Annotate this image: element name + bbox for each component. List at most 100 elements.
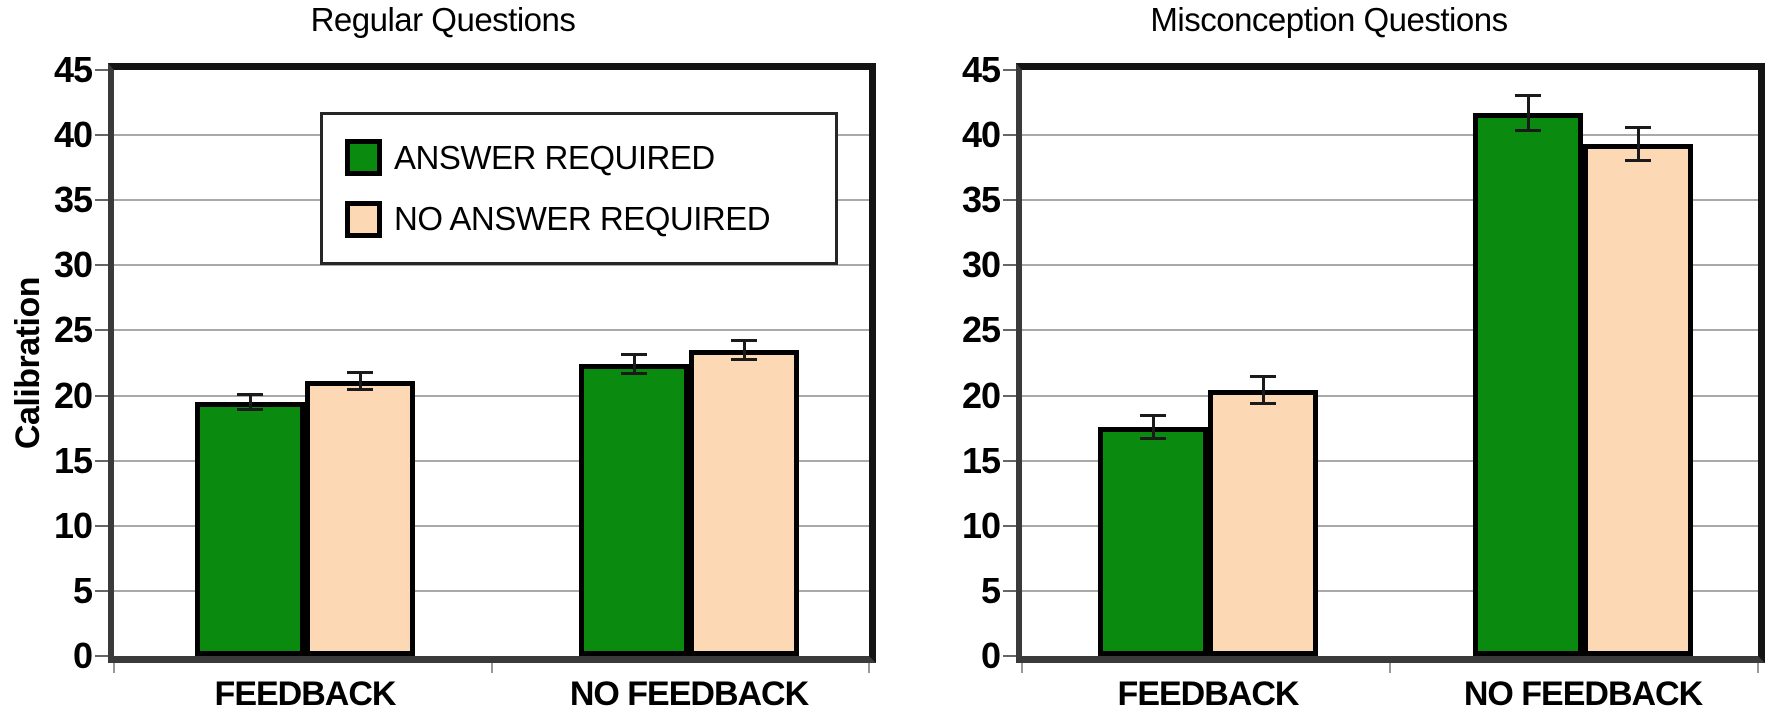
x-tick-mark — [491, 663, 493, 673]
y-tick-label: 25 — [961, 309, 1001, 350]
y-tick-label: 0 — [980, 635, 1001, 676]
gridline — [1022, 525, 1758, 527]
y-tick-mark — [95, 329, 108, 331]
gridline — [114, 395, 869, 397]
error-bar-line — [743, 340, 746, 361]
y-tick-mark — [1003, 134, 1016, 136]
x-category-label-feedback: FEEDBACK — [214, 675, 397, 713]
y-tick-mark — [1003, 69, 1016, 71]
y-tick-label: 5 — [72, 570, 93, 611]
bar-answer-required-feedback — [195, 402, 305, 656]
error-bar-cap-bottom — [1250, 402, 1276, 405]
y-tick-label: 0 — [72, 635, 93, 676]
error-bar-line — [633, 354, 636, 375]
error-bar-line — [359, 372, 362, 390]
gridline — [1022, 329, 1758, 331]
legend-label-no-answer-required: NO ANSWER REQUIRED — [394, 200, 771, 238]
x-tick-mark — [1757, 663, 1759, 673]
error-bar-cap-top — [1515, 94, 1541, 97]
y-tick-label: 40 — [961, 114, 1001, 155]
error-bar-cap-top — [347, 371, 373, 374]
chart-misconception-questions: Misconception Questions 0 5 10 15 20 25 30 35 40… — [886, 0, 1772, 720]
x-tick-mark — [868, 663, 870, 673]
y-tick-mark — [95, 134, 108, 136]
error-bar-cap-bottom — [731, 358, 757, 361]
bar-answer-required-feedback — [1098, 427, 1208, 656]
gridline — [1022, 590, 1758, 592]
error-bar-cap-top — [621, 353, 647, 356]
y-tick-mark — [95, 199, 108, 201]
bar-answer-required-no-feedback — [1473, 113, 1583, 656]
error-bar-cap-top — [1250, 375, 1276, 378]
bar-no-answer-required-feedback — [305, 381, 415, 656]
y-tick-label: 25 — [53, 309, 93, 350]
bar-answer-required-no-feedback — [579, 364, 689, 656]
error-bar-cap-top — [1625, 126, 1651, 129]
y-tick-label: 15 — [53, 440, 93, 481]
error-bar-line — [249, 394, 252, 410]
error-bar-cap-bottom — [621, 372, 647, 375]
chart-title-misconception: Misconception Questions — [1150, 1, 1508, 38]
chart-title-regular: Regular Questions — [310, 1, 576, 38]
y-tick-mark — [1003, 329, 1016, 331]
y-tick-label: 10 — [961, 505, 1001, 546]
error-bar-line — [1527, 95, 1530, 131]
y-tick-label: 15 — [961, 440, 1001, 481]
y-tick-mark — [95, 460, 108, 462]
y-tick-mark — [95, 525, 108, 527]
bar-no-answer-required-feedback — [1208, 390, 1318, 656]
y-tick-label: 35 — [961, 179, 1001, 220]
y-tick-label: 30 — [53, 244, 93, 285]
y-tick-mark — [95, 395, 108, 397]
y-tick-label: 30 — [961, 244, 1001, 285]
x-category-label-no-feedback: NO FEEDBACK — [569, 675, 809, 713]
error-bar-cap-top — [731, 339, 757, 342]
x-tick-mark — [113, 663, 115, 673]
legend-swatch-no-answer-required — [345, 200, 382, 238]
error-bar-line — [1637, 127, 1640, 161]
error-bar-cap-bottom — [237, 408, 263, 411]
y-tick-label: 20 — [53, 375, 93, 416]
y-tick-mark — [1003, 460, 1016, 462]
gridline — [1022, 199, 1758, 201]
y-tick-label: 20 — [961, 375, 1001, 416]
x-category-label-no-feedback: NO FEEDBACK — [1463, 675, 1703, 713]
y-tick-mark — [95, 264, 108, 266]
y-tick-mark — [1003, 199, 1016, 201]
y-tick-label: 5 — [980, 570, 1001, 611]
y-tick-mark — [1003, 525, 1016, 527]
x-category-label-feedback: FEEDBACK — [1117, 675, 1300, 713]
y-tick-label: 10 — [53, 505, 93, 546]
y-axis-title: Calibration — [8, 276, 47, 450]
gridline — [114, 590, 869, 592]
error-bar-cap-bottom — [1625, 159, 1651, 162]
bar-no-answer-required-no-feedback — [1583, 144, 1693, 656]
legend-entry-no-answer-required: NO ANSWER REQUIRED — [345, 200, 835, 238]
x-tick-mark — [1389, 663, 1391, 673]
legend-swatch-answer-required — [345, 139, 382, 177]
gridline — [114, 329, 869, 331]
chart-regular-questions: Regular Questions Calibration ANSWER REQ… — [8, 1, 876, 713]
y-tick-mark — [1003, 590, 1016, 592]
y-tick-label: 45 — [961, 49, 1001, 90]
bar-no-answer-required-no-feedback — [689, 350, 799, 656]
y-tick-label: 40 — [53, 114, 93, 155]
error-bar-cap-top — [237, 393, 263, 396]
plot-area-misconception — [1016, 63, 1765, 663]
legend: ANSWER REQUIRED NO ANSWER REQUIRED — [320, 112, 838, 265]
gridline — [114, 525, 869, 527]
y-tick-mark — [95, 590, 108, 592]
gridline — [114, 264, 869, 266]
y-tick-label: 35 — [53, 179, 93, 220]
error-bar-cap-top — [1140, 414, 1166, 417]
error-bar-line — [1152, 415, 1155, 438]
y-tick-mark — [95, 655, 108, 657]
y-tick-mark — [95, 69, 108, 71]
error-bar-line — [1262, 376, 1265, 405]
y-tick-label: 45 — [53, 49, 93, 90]
legend-entry-answer-required: ANSWER REQUIRED — [345, 139, 835, 177]
gridline — [1022, 134, 1758, 136]
gridline — [114, 460, 869, 462]
error-bar-cap-bottom — [347, 388, 373, 391]
